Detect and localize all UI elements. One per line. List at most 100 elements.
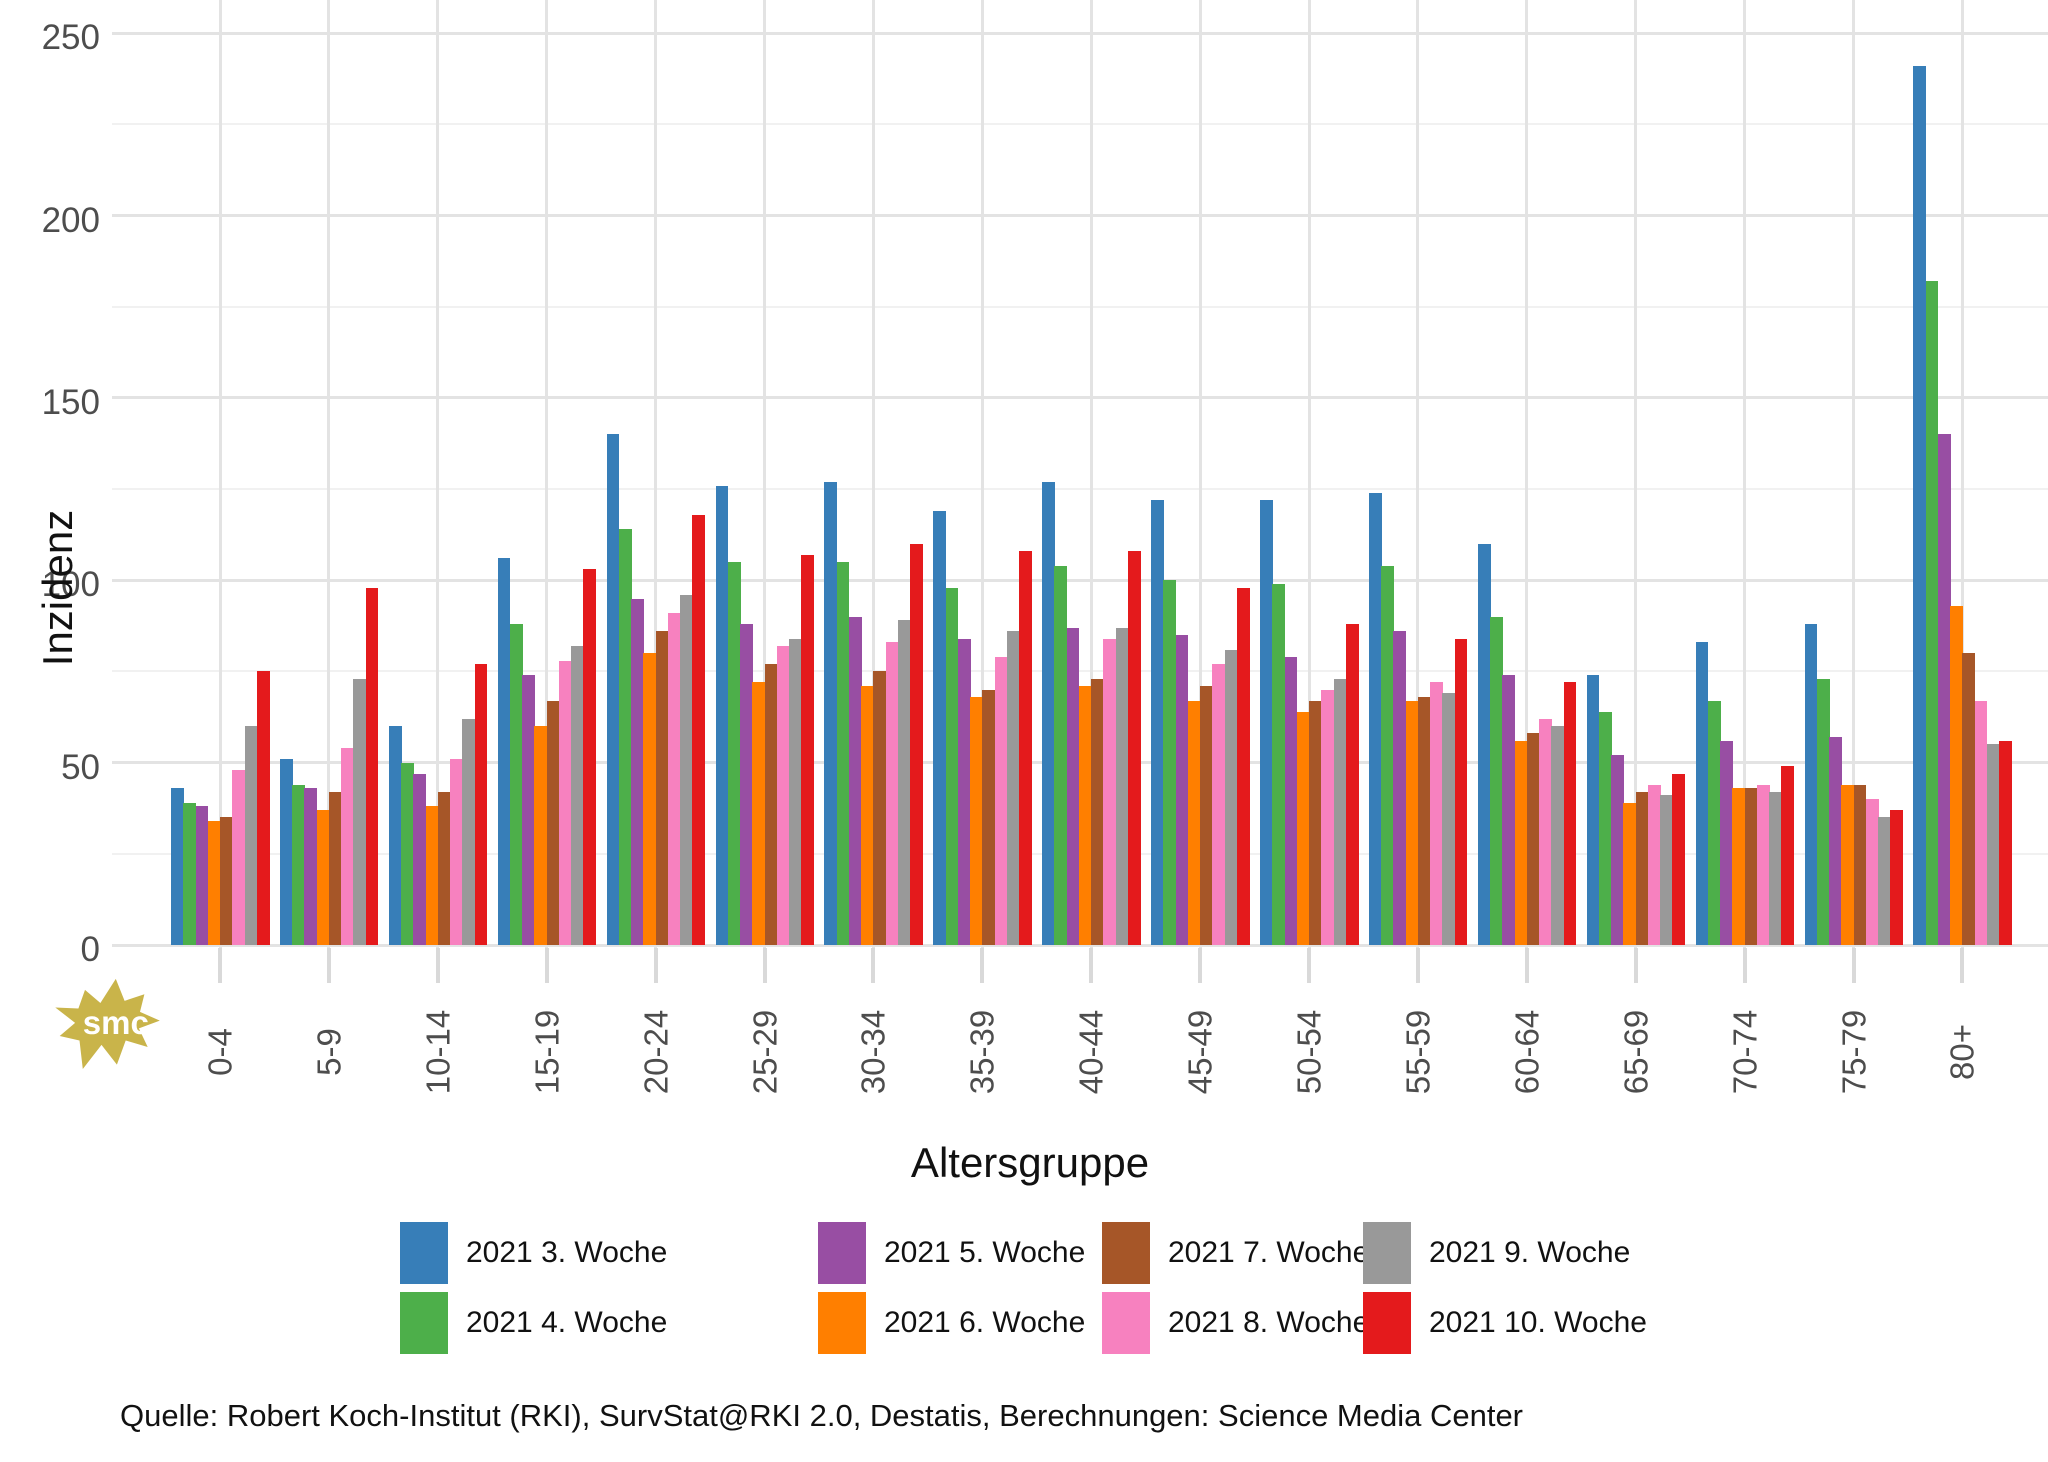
bar (1236, 587, 1250, 945)
bar (1260, 500, 1273, 945)
vertical-gridline (654, 0, 658, 948)
bar (546, 700, 560, 945)
x-axis-tick (653, 948, 658, 983)
bar (740, 624, 753, 945)
y-tick-label: 250 (41, 18, 100, 58)
bar (304, 788, 318, 945)
bar (583, 569, 597, 945)
y-tick-label: 200 (41, 200, 100, 240)
major-gridline (112, 943, 2048, 947)
legend-label: 2021 9. Woche (1429, 1236, 1631, 1269)
bar (1091, 678, 1104, 945)
smc-logo-text: smc (83, 1004, 149, 1041)
x-tick-label: 5-9 (310, 1028, 348, 1076)
bar (1296, 711, 1310, 945)
bar (1732, 788, 1746, 945)
bar (1756, 784, 1770, 945)
legend-swatch (1102, 1222, 1150, 1284)
legend-label: 2021 5. Woche (884, 1236, 1086, 1269)
bar (618, 529, 632, 945)
bar (509, 624, 523, 945)
bar (752, 682, 765, 945)
bar (1103, 638, 1117, 945)
bar (1393, 631, 1407, 945)
bar (244, 726, 258, 945)
bar (1345, 624, 1359, 945)
bar (316, 810, 330, 945)
bar (1781, 766, 1795, 945)
vertical-gridline (327, 0, 331, 948)
bar (462, 718, 476, 945)
x-tick-label: 15-19 (528, 1009, 566, 1095)
bar (522, 675, 535, 945)
vertical-gridline (1960, 0, 1964, 948)
minor-gridline (112, 123, 2048, 126)
y-tick-label: 100 (41, 565, 100, 605)
bar (1224, 649, 1238, 945)
bar (1042, 481, 1055, 945)
bar (1454, 638, 1468, 945)
bar (1514, 740, 1528, 945)
bar (1151, 500, 1164, 945)
bar (1442, 693, 1456, 945)
bar (801, 554, 814, 945)
bar (994, 656, 1008, 945)
bar (1598, 711, 1612, 945)
bar (437, 791, 451, 945)
bar (933, 511, 947, 945)
bar (1925, 281, 1939, 945)
x-axis-tick (762, 948, 767, 983)
bar (1986, 744, 2000, 945)
bar (715, 485, 729, 945)
x-axis-tick (1415, 948, 1420, 983)
bar (1490, 616, 1503, 945)
vertical-gridline (1743, 0, 1747, 948)
bar (1816, 678, 1830, 945)
bar (1539, 718, 1552, 945)
bar (1006, 631, 1020, 945)
x-tick-label: 25-29 (746, 1009, 783, 1095)
bar (328, 791, 342, 945)
x-axis-tick (1198, 948, 1203, 983)
x-tick-label: 10-14 (419, 1009, 457, 1095)
bar (776, 645, 790, 945)
bar (764, 664, 778, 945)
minor-gridline (112, 670, 2048, 673)
bar (232, 769, 245, 945)
x-tick-label: 75-79 (1835, 1009, 1872, 1095)
x-axis-tick (1633, 948, 1638, 983)
x-axis-tick (1089, 948, 1094, 983)
minor-gridline (112, 488, 2048, 491)
bar (1586, 675, 1600, 945)
bar (1962, 653, 1976, 945)
bar (897, 620, 911, 945)
bar (1974, 700, 1988, 945)
vertical-gridline (1416, 0, 1420, 948)
bar (183, 802, 196, 945)
bar (982, 689, 996, 945)
bar (1611, 755, 1624, 945)
bar (606, 434, 620, 945)
bar (1563, 682, 1577, 945)
bar (1865, 799, 1879, 945)
bar (848, 616, 862, 945)
bar (1804, 624, 1818, 945)
bar (1019, 551, 1032, 945)
major-gridline (112, 214, 2048, 218)
major-gridline (112, 578, 2048, 582)
x-axis-tick (435, 948, 440, 983)
bar (401, 762, 414, 945)
bar (171, 788, 184, 945)
x-tick-label: 40-44 (1072, 1009, 1110, 1095)
bar (207, 821, 221, 945)
bar (1999, 740, 2012, 945)
x-axis-tick (1742, 948, 1747, 983)
x-tick-label: 65-69 (1617, 1009, 1655, 1095)
bar (1321, 689, 1334, 945)
y-tick-label: 0 (80, 930, 100, 969)
smc-logo-star-shape (55, 978, 160, 1070)
bar (957, 638, 971, 945)
bar (824, 481, 838, 945)
x-tick-label: 0-4 (201, 1028, 239, 1076)
bar (1430, 682, 1443, 945)
